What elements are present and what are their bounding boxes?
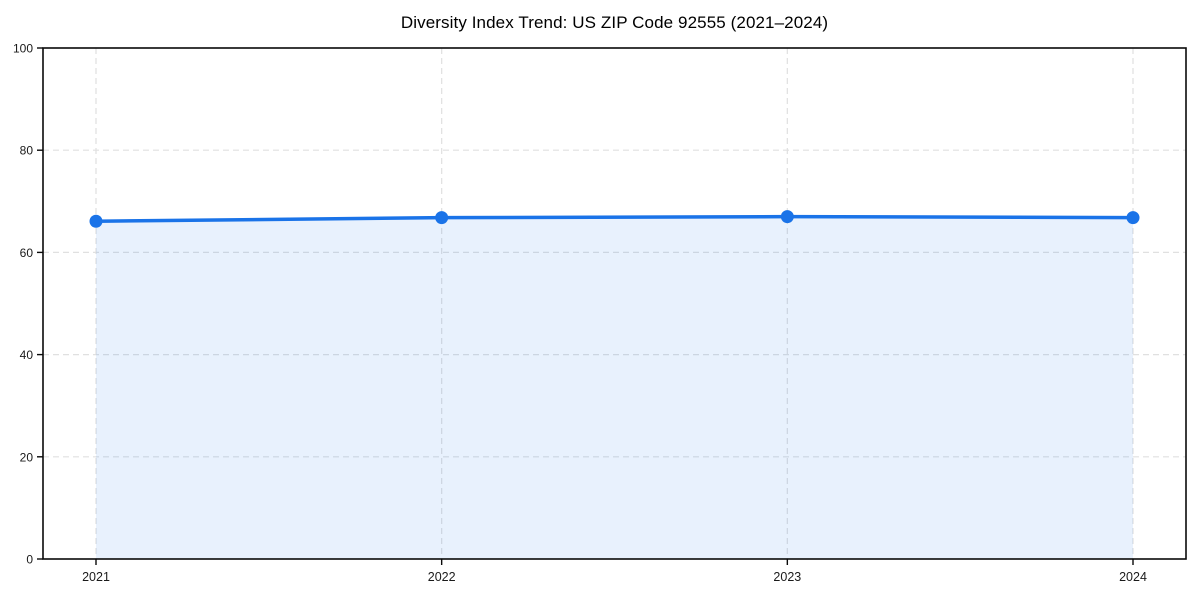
data-point [780,210,794,224]
x-tick-label: 2024 [1119,570,1147,584]
y-tick-label: 20 [20,450,34,464]
x-tick-label: 2023 [773,570,801,584]
trend-line [94,214,1135,223]
y-tick-label: 80 [20,144,34,158]
chart-title: Diversity Index Trend: US ZIP Code 92555… [400,13,829,32]
data-point [1126,211,1140,225]
x-tick-label: 2021 [82,570,110,584]
y-tick-label: 40 [20,348,34,362]
y-tick-label: 0 [26,553,33,567]
y-tick-label: 60 [20,246,34,260]
y-tick-label: 100 [13,42,33,56]
area-fill [96,216,1133,559]
data-point [89,214,103,228]
x-tick-label: 2022 [428,570,456,584]
plot-frame [42,47,1187,560]
data-point [435,211,449,225]
